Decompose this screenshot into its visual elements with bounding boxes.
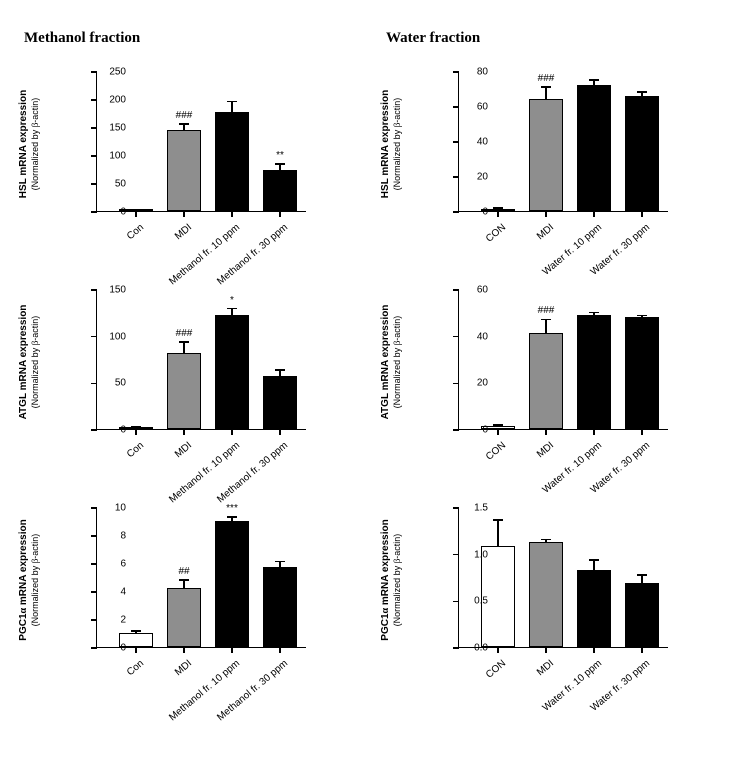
bar — [263, 567, 297, 647]
ytick-label: 6 — [100, 559, 126, 570]
ytick-label: 2 — [100, 615, 126, 626]
bar — [529, 99, 563, 211]
ytick-label: 8 — [100, 531, 126, 542]
ytick-label: 1.5 — [462, 503, 488, 514]
ytick-label: 0 — [100, 207, 126, 218]
ytick-label: 20 — [462, 172, 488, 183]
water-title: Water fraction — [386, 30, 724, 48]
chart-water-pgc1: 0.0 0.5 1.0 1.5 PGC1α mRNA expression(Normal… — [382, 498, 702, 708]
significance-label: ### — [538, 305, 555, 316]
bar — [215, 112, 249, 211]
ytick-label: 50 — [100, 179, 126, 190]
bar — [215, 521, 249, 647]
x-axis-label: Con — [125, 440, 146, 460]
significance-label: *** — [226, 503, 238, 514]
ytick-label: 250 — [100, 67, 126, 78]
bar — [625, 96, 659, 212]
ytick-label: 0 — [462, 425, 488, 436]
bar — [167, 588, 201, 647]
ytick-label: 0.0 — [462, 643, 488, 654]
ytick-label: 150 — [100, 285, 126, 296]
x-axis-label: MDI — [535, 658, 556, 678]
y-axis-label: HSL mRNA expression(Normalized by β-acti… — [18, 74, 42, 214]
significance-label: ### — [176, 110, 193, 121]
x-axis-label: CON — [484, 440, 508, 463]
x-axis-label: MDI — [535, 440, 556, 460]
y-axis-label: PGC1α mRNA expression(Normalized by β-ac… — [18, 510, 42, 650]
x-axis-label: MDI — [535, 222, 556, 242]
bar — [167, 130, 201, 211]
bar — [577, 85, 611, 211]
x-axis-label: MDI — [173, 222, 194, 242]
bar — [625, 317, 659, 429]
ytick-label: 20 — [462, 378, 488, 389]
methanol-title: Methanol fraction — [24, 30, 362, 48]
ytick-label: 60 — [462, 102, 488, 113]
x-axis-label: CON — [484, 658, 508, 681]
x-axis-label: CON — [484, 222, 508, 245]
significance-label: ## — [178, 566, 189, 577]
bar — [529, 333, 563, 429]
ytick-label: 0 — [100, 643, 126, 654]
ytick-label: 80 — [462, 67, 488, 78]
ytick-label: 1.0 — [462, 549, 488, 560]
chart-methanol-hsl: ### ** 0 50 100 150 200 250 HSL mRNA expression(… — [20, 62, 340, 272]
bar — [215, 315, 249, 429]
significance-label: ### — [538, 73, 555, 84]
ytick-label: 40 — [462, 331, 488, 342]
bar — [263, 376, 297, 429]
ytick-label: 50 — [100, 378, 126, 389]
ytick-label: 100 — [100, 331, 126, 342]
bar — [167, 353, 201, 429]
ytick-label: 150 — [100, 123, 126, 134]
bar — [263, 170, 297, 211]
x-axis-label: Con — [125, 222, 146, 242]
y-axis-label: PGC1α mRNA expression(Normalized by β-ac… — [380, 510, 404, 650]
x-axis-label: Con — [125, 658, 146, 678]
ytick-label: 10 — [100, 503, 126, 514]
y-axis-label: HSL mRNA expression(Normalized by β-acti… — [380, 74, 404, 214]
figure-grid: Methanol fraction ###**050100150200250HS… — [0, 0, 744, 728]
ytick-label: 0 — [100, 425, 126, 436]
chart-water-atgl: ### 0 20 40 60 ATGL mRNA expression(Normalize… — [382, 280, 702, 490]
y-axis-label: ATGL mRNA expression(Normalized by β-act… — [380, 292, 404, 432]
bar — [625, 583, 659, 647]
y-axis-label: ATGL mRNA expression(Normalized by β-act… — [18, 292, 42, 432]
x-axis-label: MDI — [173, 440, 194, 460]
bar — [529, 542, 563, 647]
ytick-label: 4 — [100, 587, 126, 598]
ytick-label: 40 — [462, 137, 488, 148]
ytick-label: 60 — [462, 285, 488, 296]
methanol-column: Methanol fraction ###**050100150200250HS… — [20, 30, 362, 708]
chart-methanol-atgl: ### * 0 50 100 150 ATGL mRNA expression(Normal… — [20, 280, 340, 490]
ytick-label: 100 — [100, 151, 126, 162]
chart-methanol-pgc1: ## *** 0 2 4 6 8 10 PGC1α mRNA expression(Normal… — [20, 498, 340, 708]
significance-label: ### — [176, 328, 193, 339]
significance-label: * — [230, 295, 234, 306]
ytick-label: 200 — [100, 95, 126, 106]
water-column: Water fraction ### 0 20 40 60 80 HSL mRNA expr… — [382, 30, 724, 708]
bar — [577, 315, 611, 429]
ytick-label: 0.5 — [462, 596, 488, 607]
chart-water-hsl: ### 0 20 40 60 80 HSL mRNA expression(Normaliz… — [382, 62, 702, 272]
x-axis-label: MDI — [173, 658, 194, 678]
bar — [577, 570, 611, 647]
ytick-label: 0 — [462, 207, 488, 218]
significance-label: ** — [276, 150, 284, 161]
